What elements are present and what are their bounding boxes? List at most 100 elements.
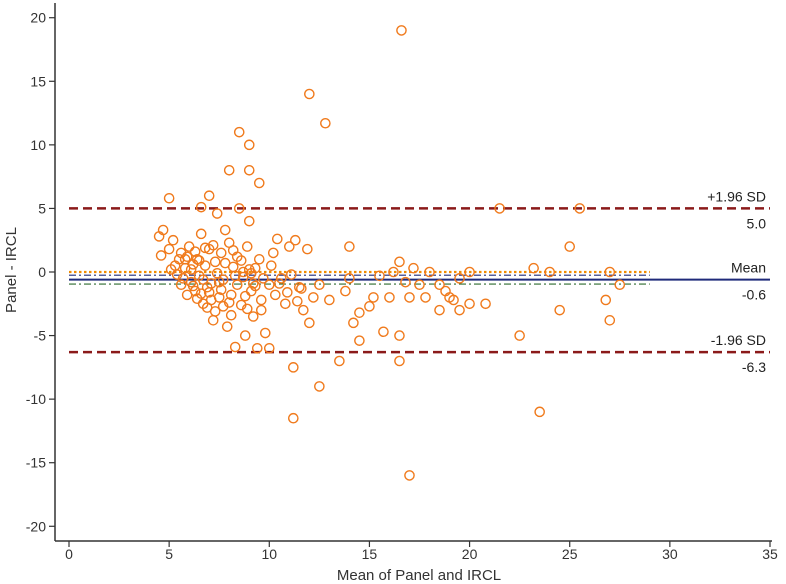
data-point [408, 262, 419, 274]
data-point [179, 253, 191, 265]
data-point [215, 284, 227, 296]
data-point [384, 292, 395, 303]
data-point [213, 276, 225, 288]
data-point [374, 270, 385, 282]
data-point [245, 267, 257, 279]
reference-labels: +1.96 SD 5.0 Mean -0.6 -1.96 SD -6.3 [707, 188, 766, 375]
data-point [368, 292, 379, 303]
data-point [197, 274, 209, 285]
data-point [414, 279, 425, 291]
ticks: -20 -15 -10 -5 0 5 10 15 20 0 5 10 15 20 25 30 35 [26, 10, 778, 562]
data-point [334, 355, 345, 367]
data-point [354, 335, 365, 346]
y-tick-label: -15 [26, 455, 46, 471]
data-point [454, 273, 465, 284]
y-tick-label: 15 [30, 73, 46, 89]
data-point [209, 256, 221, 268]
data-point [298, 304, 309, 316]
data-point [175, 279, 187, 291]
data-point [157, 224, 169, 236]
data-point [263, 342, 275, 354]
data-point [404, 292, 415, 303]
data-point [434, 304, 445, 316]
data-point [193, 255, 205, 266]
data-point [304, 88, 315, 100]
data-point [314, 279, 325, 291]
data-point [280, 298, 291, 310]
data-point [235, 255, 247, 266]
y-axis-title: Panel - IRCL [3, 227, 20, 313]
data-point [271, 233, 283, 245]
x-tick-label: 35 [762, 546, 778, 562]
axes [54, 3, 772, 542]
data-point [494, 203, 505, 214]
data-point [233, 203, 245, 214]
data-point [241, 241, 253, 252]
data-point [394, 330, 405, 341]
data-point [215, 247, 227, 259]
data-point [288, 362, 299, 373]
data-point [191, 253, 203, 265]
data-point [259, 327, 271, 339]
data-point [308, 292, 319, 303]
data-point [267, 247, 279, 259]
ref-value-1-96-sd: 5.0 [747, 215, 767, 231]
data-point [404, 470, 415, 481]
data-point [167, 234, 179, 246]
data-point [189, 246, 201, 257]
data-point [304, 317, 315, 329]
ref-value-mean: -0.6 [742, 287, 766, 303]
data-point [364, 301, 375, 312]
data-point [564, 241, 576, 252]
data-point [253, 177, 265, 189]
x-tick-label: 5 [165, 546, 173, 562]
data-point [187, 280, 199, 292]
data-point [269, 289, 281, 301]
y-tick-label: 0 [38, 264, 46, 280]
data-point [514, 330, 525, 341]
data-point [604, 266, 616, 278]
data-point [464, 298, 475, 310]
data-point [219, 224, 231, 236]
data-point [163, 192, 175, 204]
data-point [604, 315, 616, 326]
data-point [183, 241, 195, 252]
data-point [354, 307, 365, 318]
data-point [340, 285, 351, 297]
data-point [207, 239, 219, 251]
data-point [225, 289, 237, 301]
data-point [394, 355, 405, 367]
data-point [217, 301, 229, 312]
data-point [219, 257, 231, 269]
data-point [273, 278, 285, 289]
data-point [253, 253, 265, 265]
data-point [534, 406, 545, 418]
data-point [255, 304, 267, 316]
data-point [249, 280, 261, 292]
data-point [227, 245, 239, 256]
data-point [320, 117, 331, 129]
data-point [284, 241, 295, 252]
data-point [400, 276, 411, 288]
data-point [448, 294, 459, 306]
data-point [221, 321, 233, 332]
ref-label-mean: Mean [731, 260, 766, 276]
x-tick-label: 10 [261, 546, 277, 562]
x-tick-label: 20 [462, 546, 478, 562]
data-point [243, 139, 255, 151]
data-point [229, 270, 241, 282]
ref-value-1-96-sd: -6.3 [742, 359, 766, 375]
data-point [211, 267, 223, 279]
data-point [388, 266, 399, 278]
data-point [239, 290, 251, 302]
data-point [600, 294, 612, 306]
data-point [394, 256, 405, 268]
data-point [288, 412, 299, 424]
data-point [424, 266, 435, 278]
data-point [544, 266, 555, 278]
y-tick-label: 10 [30, 137, 46, 153]
ref-label-1-96-sd: +1.96 SD [707, 188, 766, 204]
ref-label-1-96-sd: -1.96 SD [711, 332, 766, 348]
y-tick-label: -10 [26, 391, 46, 407]
